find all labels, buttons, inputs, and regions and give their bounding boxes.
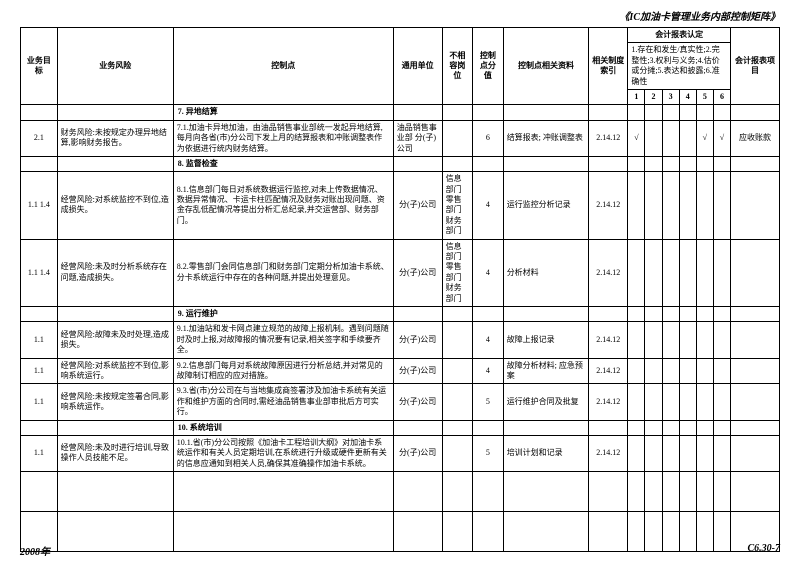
cell-mat: 故障分析材料; 应急预案 — [503, 358, 589, 384]
table-row: 1.1 经营风险:对系统监控不到位,影响系统运行。 9.2.信息部门每月对系统故… — [21, 358, 780, 384]
cell-unit: 分(子)公司 — [393, 358, 442, 384]
cell-idx: 2.14.12 — [589, 120, 628, 156]
cell-proj: 应收账款 — [731, 120, 780, 156]
cell-score: 5 — [473, 384, 504, 420]
cell-score: 4 — [473, 358, 504, 384]
cell-idx: 2.14.12 — [589, 384, 628, 420]
th-n1: 1 — [628, 89, 645, 104]
cell-unit: 分(子)公司 — [393, 239, 442, 306]
cell-ctrl: 9.1.加油站和发卡网点建立规范的故障上报机制。遇到问题随时及时上报,对故障报的… — [173, 322, 393, 358]
cell-mat: 故障上报记录 — [503, 322, 589, 358]
th-proj: 会计报表项目 — [731, 28, 780, 105]
th-incomp: 不相容岗位 — [442, 28, 473, 105]
cell-ctrl: 7.1.加油卡异地加油，由油品销售事业部统一发起异地结算,每月向各省(市)分公司… — [173, 120, 393, 156]
cell-idx: 2.14.12 — [589, 435, 628, 471]
cell-risk: 经营风险:故障未及时处理,造成损失。 — [57, 322, 173, 358]
cell-idx: 2.14.12 — [589, 239, 628, 306]
cell-ctrl: 10.1.省(市)分公司按照《加油卡工程培训大纲》对加油卡系统运作和有关人员定期… — [173, 435, 393, 471]
th-mat: 控制点相关资料 — [503, 28, 589, 105]
cell-mat: 结算报表; 冲账调整表 — [503, 120, 589, 156]
table-row: 1.1 1.4 经营风险:未及时分析系统存在问题,造成损失。 8.2.零售部门会… — [21, 239, 780, 306]
cell-goal: 1.1 — [21, 384, 58, 420]
cell-ctrl: 9.2.信息部门每月对系统故障原因进行分析总结,并对常见的故障制订相应的应对措施… — [173, 358, 393, 384]
cell-unit: 分(子)公司 — [393, 172, 442, 239]
table-row: 1.1 经营风险:未按规定签署合同,影响系统运作。 9.3.省(市)分公司在与当… — [21, 384, 780, 420]
cell-risk: 财务风险:未按规定办理异地结算,影响财务报告。 — [57, 120, 173, 156]
th-idx: 相关制度索引 — [589, 28, 628, 105]
cell-goal: 1.1 1.4 — [21, 239, 58, 306]
cell-goal: 2.1 — [21, 120, 58, 156]
cell-idx: 2.14.12 — [589, 322, 628, 358]
table-row: 1.1 经营风险:未及时进行培训,导致操作人员技能不足。 10.1.省(市)分公… — [21, 435, 780, 471]
cell-risk: 经营风险:对系统监控不到位,造成损失。 — [57, 172, 173, 239]
cell-c1: √ — [628, 120, 645, 156]
cell-score: 6 — [473, 120, 504, 156]
cell-ctrl: 8.1.信息部门每日对系统数据运行监控,对未上传数据情况、数据异常情况、卡运卡柱… — [173, 172, 393, 239]
cell-goal: 1.1 — [21, 322, 58, 358]
cell-risk: 经营风险:对系统监控不到位,影响系统运行。 — [57, 358, 173, 384]
cell-idx: 2.14.12 — [589, 358, 628, 384]
section-9: 9. 运行维护 — [173, 306, 393, 321]
doc-header: 《IC加油卡管理业务内部控制矩阵》 — [20, 8, 780, 23]
th-risk: 业务风险 — [57, 28, 173, 105]
cell-goal: 1.1 1.4 — [21, 172, 58, 239]
cell-goal: 1.1 — [21, 435, 58, 471]
cell-goal: 1.1 — [21, 358, 58, 384]
cell-score: 4 — [473, 322, 504, 358]
cell-mat: 运行监控分析记录 — [503, 172, 589, 239]
th-n4: 4 — [679, 89, 696, 104]
th-unit: 通用单位 — [393, 28, 442, 105]
th-n6: 6 — [713, 89, 730, 104]
cell-ctrl: 8.2.零售部门会同信息部门和财务部门定期分析加油卡系统、分卡系统运行中存在的各… — [173, 239, 393, 306]
cell-risk: 经营风险:未按规定签署合同,影响系统运作。 — [57, 384, 173, 420]
table-row-empty — [21, 472, 780, 512]
cell-c5: √ — [696, 120, 713, 156]
table-row: 2.1 财务风险:未按规定办理异地结算,影响财务报告。 7.1.加油卡异地加油，… — [21, 120, 780, 156]
th-n3: 3 — [662, 89, 679, 104]
th-assert-desc: 1.存在和发生/真实性;2.完整性;3.权利与义务;4.估价或分摊;5.表达和披… — [628, 43, 731, 90]
footer: 2008年 C6.30-7 — [20, 543, 780, 558]
table-row: 1.1 1.4 经营风险:对系统监控不到位,造成损失。 8.1.信息部门每日对系… — [21, 172, 780, 239]
cell-unit: 油品销售事业部 分(子)公司 — [393, 120, 442, 156]
section-10: 10. 系统培训 — [173, 420, 393, 435]
cell-unit: 分(子)公司 — [393, 435, 442, 471]
cell-incomp: 信息部门 零售部门 财务部门 — [442, 239, 473, 306]
section-8: 8. 监督检查 — [173, 156, 393, 171]
cell-ctrl: 9.3.省(市)分公司在与当地集成商签署涉及加油卡系统有关运作和维护方面的合同时… — [173, 384, 393, 420]
cell-risk: 经营风险:未及时分析系统存在问题,造成损失。 — [57, 239, 173, 306]
th-ctrl: 控制点 — [173, 28, 393, 105]
th-goal: 业务目标 — [21, 28, 58, 105]
control-matrix-table: 业务目标 业务风险 控制点 通用单位 不相容岗位 控制点分值 控制点相关资料 相… — [20, 27, 780, 552]
cell-score: 4 — [473, 172, 504, 239]
cell-idx: 2.14.12 — [589, 172, 628, 239]
footer-page: C6.30-7 — [748, 543, 781, 558]
cell-score: 4 — [473, 239, 504, 306]
cell-mat: 分析材料 — [503, 239, 589, 306]
section-7: 7. 异地结算 — [173, 105, 393, 120]
cell-unit: 分(子)公司 — [393, 384, 442, 420]
th-assert-group: 会计报表认定 — [628, 28, 731, 43]
cell-mat: 培训计划和记录 — [503, 435, 589, 471]
th-n5: 5 — [696, 89, 713, 104]
cell-mat: 运行维护合同及批复 — [503, 384, 589, 420]
th-n2: 2 — [645, 89, 662, 104]
th-score: 控制点分值 — [473, 28, 504, 105]
cell-unit: 分(子)公司 — [393, 322, 442, 358]
table-row: 1.1 经营风险:故障未及时处理,造成损失。 9.1.加油站和发卡网点建立规范的… — [21, 322, 780, 358]
cell-incomp: 信息部门 零售部门 财务部门 — [442, 172, 473, 239]
footer-year: 2008年 — [20, 543, 50, 558]
cell-c6: √ — [713, 120, 730, 156]
cell-risk: 经营风险:未及时进行培训,导致操作人员技能不足。 — [57, 435, 173, 471]
cell-score: 5 — [473, 435, 504, 471]
